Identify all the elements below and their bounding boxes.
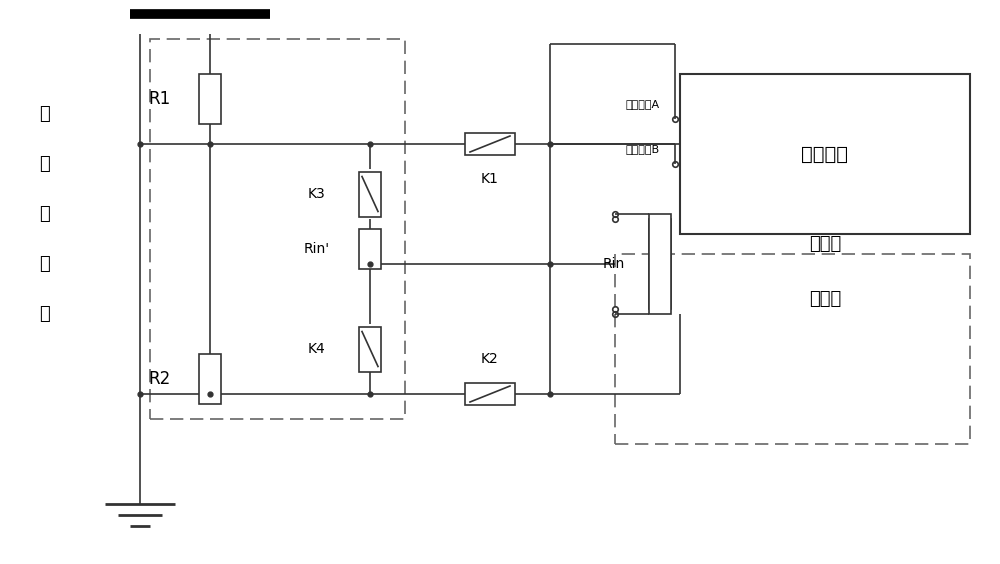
Text: 感: 感	[40, 255, 50, 273]
Text: 控制信号B: 控制信号B	[626, 144, 660, 154]
Text: R1: R1	[149, 90, 171, 108]
Bar	[199, 354, 221, 404]
Text: 控制信号A: 控制信号A	[626, 99, 660, 109]
Text: K4: K4	[307, 342, 325, 356]
Bar	[359, 171, 381, 217]
Bar	[649, 214, 671, 314]
Text: K3: K3	[307, 187, 325, 201]
Text: Rin: Rin	[603, 257, 625, 271]
Text: 电压采: 电压采	[809, 235, 841, 253]
Text: K1: K1	[481, 172, 499, 186]
Bar	[465, 133, 515, 155]
Bar	[359, 229, 381, 269]
Text: 电: 电	[40, 105, 50, 123]
Bar	[680, 74, 970, 234]
Text: Rin': Rin'	[304, 242, 330, 256]
Text: 压: 压	[40, 155, 50, 173]
Text: 集模块: 集模块	[809, 290, 841, 308]
Bar	[465, 383, 515, 405]
Text: K2: K2	[481, 352, 499, 366]
Bar	[615, 254, 970, 444]
Bar	[199, 74, 221, 124]
Bar	[359, 327, 381, 372]
Text: 控制模块: 控制模块	[802, 144, 848, 164]
Bar	[649, 219, 671, 309]
Text: R2: R2	[149, 370, 171, 388]
Text: 互: 互	[40, 205, 50, 223]
Text: 器: 器	[40, 305, 50, 323]
